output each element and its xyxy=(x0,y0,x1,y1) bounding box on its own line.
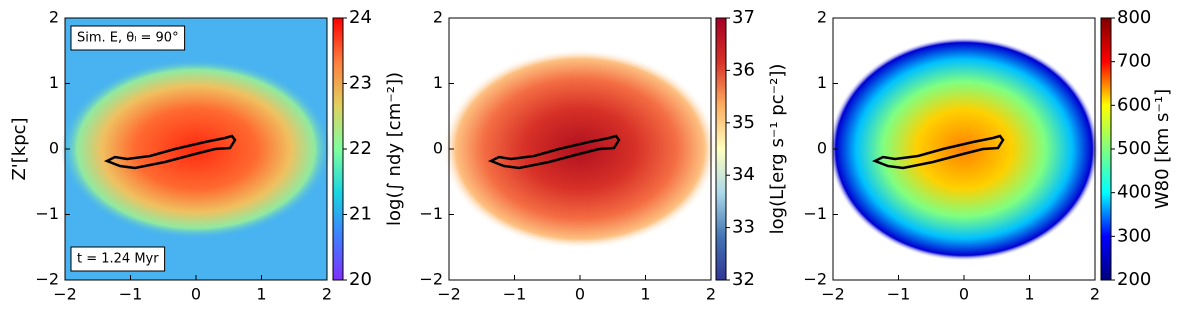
map-image xyxy=(61,18,331,280)
colorbar-tick-label: 34 xyxy=(732,164,755,185)
y-tick-label: −1 xyxy=(419,204,443,223)
x-tick-label: 0 xyxy=(575,285,585,304)
annotation-box xyxy=(70,246,166,272)
x-tick-label: 2 xyxy=(1090,285,1100,304)
y-tick-label: −1 xyxy=(35,204,59,223)
y-tick-label: −2 xyxy=(803,270,827,289)
colorbar-tick-label: 37 xyxy=(732,7,755,28)
y-tick-label: 2 xyxy=(433,8,443,27)
colorbar-tick-label: 20 xyxy=(349,269,372,290)
x-tick-label: 1 xyxy=(640,285,650,304)
x-tick-label: 0 xyxy=(959,285,969,304)
x-tick-label: −2 xyxy=(437,285,461,304)
y-tick-label: 2 xyxy=(49,8,59,27)
x-tick-label: −1 xyxy=(887,285,911,304)
colorbar-tick-label: 600 xyxy=(1117,94,1151,115)
annotation: Sim. E, θₗ = 90° xyxy=(70,25,186,51)
colorbar-tick-label: 700 xyxy=(1117,51,1151,72)
colorbar-tick-label: 23 xyxy=(349,73,372,94)
colorbar-tick-label: 800 xyxy=(1117,7,1151,28)
y-tick-label: 0 xyxy=(433,139,443,158)
colorbar-tick-label: 200 xyxy=(1117,269,1151,290)
colorbar-tick-label: 35 xyxy=(732,112,755,133)
annotation-text: t = 1.24 Myr xyxy=(77,252,159,267)
y-tick-label: 2 xyxy=(817,8,827,27)
colorbar-tick-label: 22 xyxy=(349,138,372,159)
map-image xyxy=(442,18,718,280)
y-tick-label: 0 xyxy=(49,139,59,158)
colorbar xyxy=(332,17,344,281)
annotation-text: Sim. E, θₗ = 90° xyxy=(77,31,179,46)
colorbar-label: log(∫ ndy [cm⁻²]) xyxy=(384,72,405,226)
colorbar xyxy=(715,17,727,281)
colorbar-tick-label: 21 xyxy=(349,204,372,225)
colorbar-tick-label: 300 xyxy=(1117,225,1151,246)
colorbar-label: log(L[erg s⁻¹ pc⁻²]) xyxy=(767,64,788,235)
x-tick-label: −1 xyxy=(503,285,527,304)
y-tick-label: 1 xyxy=(49,73,59,92)
x-tick-label: 1 xyxy=(1024,285,1034,304)
y-tick-label: −2 xyxy=(419,270,443,289)
y-tick-label: 1 xyxy=(433,73,443,92)
y-tick-label: 1 xyxy=(817,73,827,92)
colorbar-tick-label: 36 xyxy=(732,59,755,80)
colorbar-tick-label: 32 xyxy=(732,269,755,290)
x-tick-label: 1 xyxy=(256,285,266,304)
colorbar-tick-label: 33 xyxy=(732,217,755,238)
annotation-box xyxy=(70,25,186,51)
colorbar-tick-label: 400 xyxy=(1117,182,1151,203)
colorbar-tick-label: 500 xyxy=(1117,138,1151,159)
x-tick-label: −2 xyxy=(821,285,845,304)
colorbar-tick-label: 24 xyxy=(349,7,372,28)
x-tick-label: −1 xyxy=(119,285,143,304)
x-tick-label: 2 xyxy=(322,285,332,304)
x-tick-label: 2 xyxy=(706,285,716,304)
y-tick-label: −2 xyxy=(35,270,59,289)
y-axis-label: Z'[kpc] xyxy=(9,117,30,180)
colorbar-label: W80 [km s⁻¹] xyxy=(1152,89,1173,209)
y-tick-label: 0 xyxy=(817,139,827,158)
colorbar xyxy=(1100,17,1112,281)
y-tick-label: −1 xyxy=(803,204,827,223)
map-image xyxy=(829,18,1099,280)
x-tick-label: −2 xyxy=(53,285,77,304)
x-tick-label: 0 xyxy=(191,285,201,304)
annotation: t = 1.24 Myr xyxy=(70,246,166,272)
